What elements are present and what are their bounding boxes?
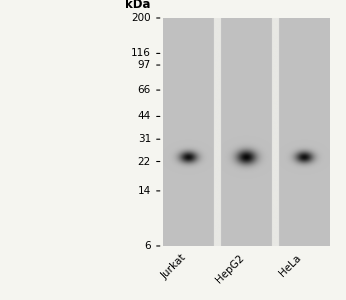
Text: 200: 200	[131, 13, 151, 23]
Text: kDa: kDa	[126, 0, 151, 11]
Text: 66: 66	[138, 85, 151, 95]
Text: 97: 97	[138, 60, 151, 70]
Text: 14: 14	[138, 186, 151, 196]
Text: HeLa: HeLa	[278, 253, 303, 278]
Text: Jurkat: Jurkat	[159, 253, 188, 281]
Text: 116: 116	[131, 48, 151, 59]
Text: 6: 6	[144, 241, 151, 251]
Text: HepG2: HepG2	[213, 253, 246, 285]
Text: 44: 44	[138, 111, 151, 122]
Text: 22: 22	[138, 157, 151, 166]
Text: 31: 31	[138, 134, 151, 144]
